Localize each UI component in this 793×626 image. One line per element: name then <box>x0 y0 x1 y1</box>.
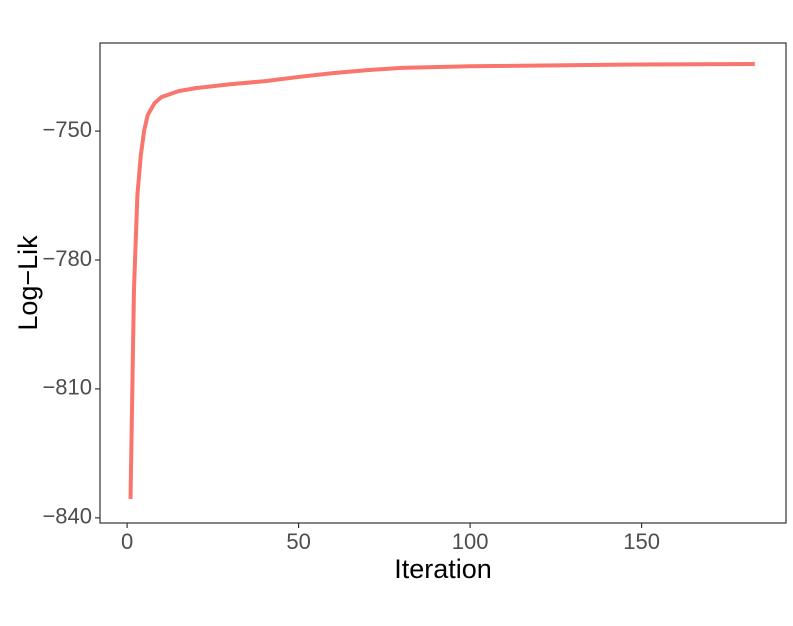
x-axis-title: Iteration <box>394 554 492 584</box>
x-tick-label: 100 <box>452 529 489 554</box>
y-tick-label: −780 <box>42 246 92 271</box>
x-tick-label: 0 <box>121 529 133 554</box>
x-tick-label: 150 <box>623 529 660 554</box>
y-axis-title: Log−Lik <box>13 235 43 331</box>
y-tick-label: −810 <box>42 375 92 400</box>
line <box>128 62 755 499</box>
y-tick-label: −750 <box>42 117 92 142</box>
y-tick-label: −840 <box>42 504 92 529</box>
panel-border <box>99 42 787 524</box>
x-tick-label: 50 <box>286 529 310 554</box>
